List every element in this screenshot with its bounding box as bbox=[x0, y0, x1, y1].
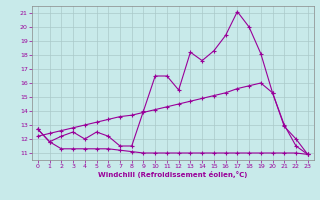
X-axis label: Windchill (Refroidissement éolien,°C): Windchill (Refroidissement éolien,°C) bbox=[98, 171, 247, 178]
